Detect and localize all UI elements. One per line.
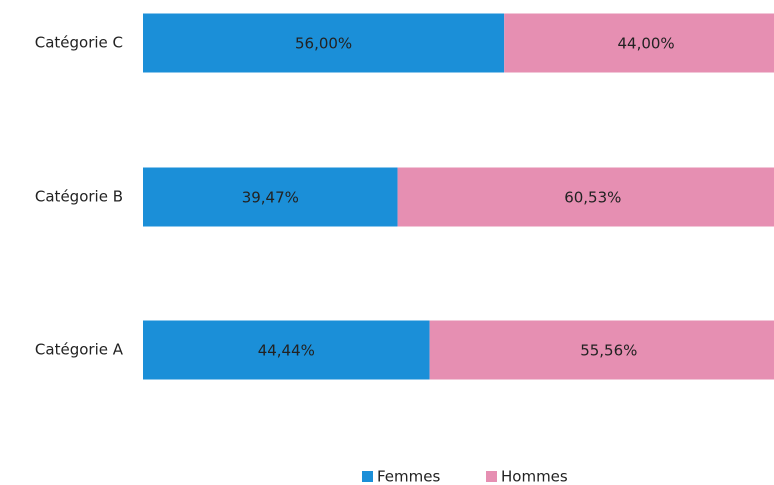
bar-segment <box>504 13 774 73</box>
value-label: 55,56% <box>580 342 637 360</box>
category-label: Catégorie C <box>35 34 123 52</box>
value-label: 44,00% <box>617 35 674 53</box>
legend-label: Femmes <box>377 468 440 485</box>
value-label: 44,44% <box>258 342 315 360</box>
value-label: 39,47% <box>242 189 299 207</box>
category-label: Catégorie A <box>35 341 124 359</box>
legend-swatch <box>486 471 497 482</box>
bar-segment <box>429 320 774 380</box>
bar-segment <box>143 13 505 73</box>
bar-segment <box>143 320 430 380</box>
value-label: 60,53% <box>564 189 621 207</box>
category-label: Catégorie B <box>35 188 123 206</box>
bar-segment <box>397 167 774 227</box>
bar-segment <box>143 167 398 227</box>
value-label: 56,00% <box>295 35 352 53</box>
legend-label: Hommes <box>501 468 568 485</box>
legend-swatch <box>362 471 373 482</box>
